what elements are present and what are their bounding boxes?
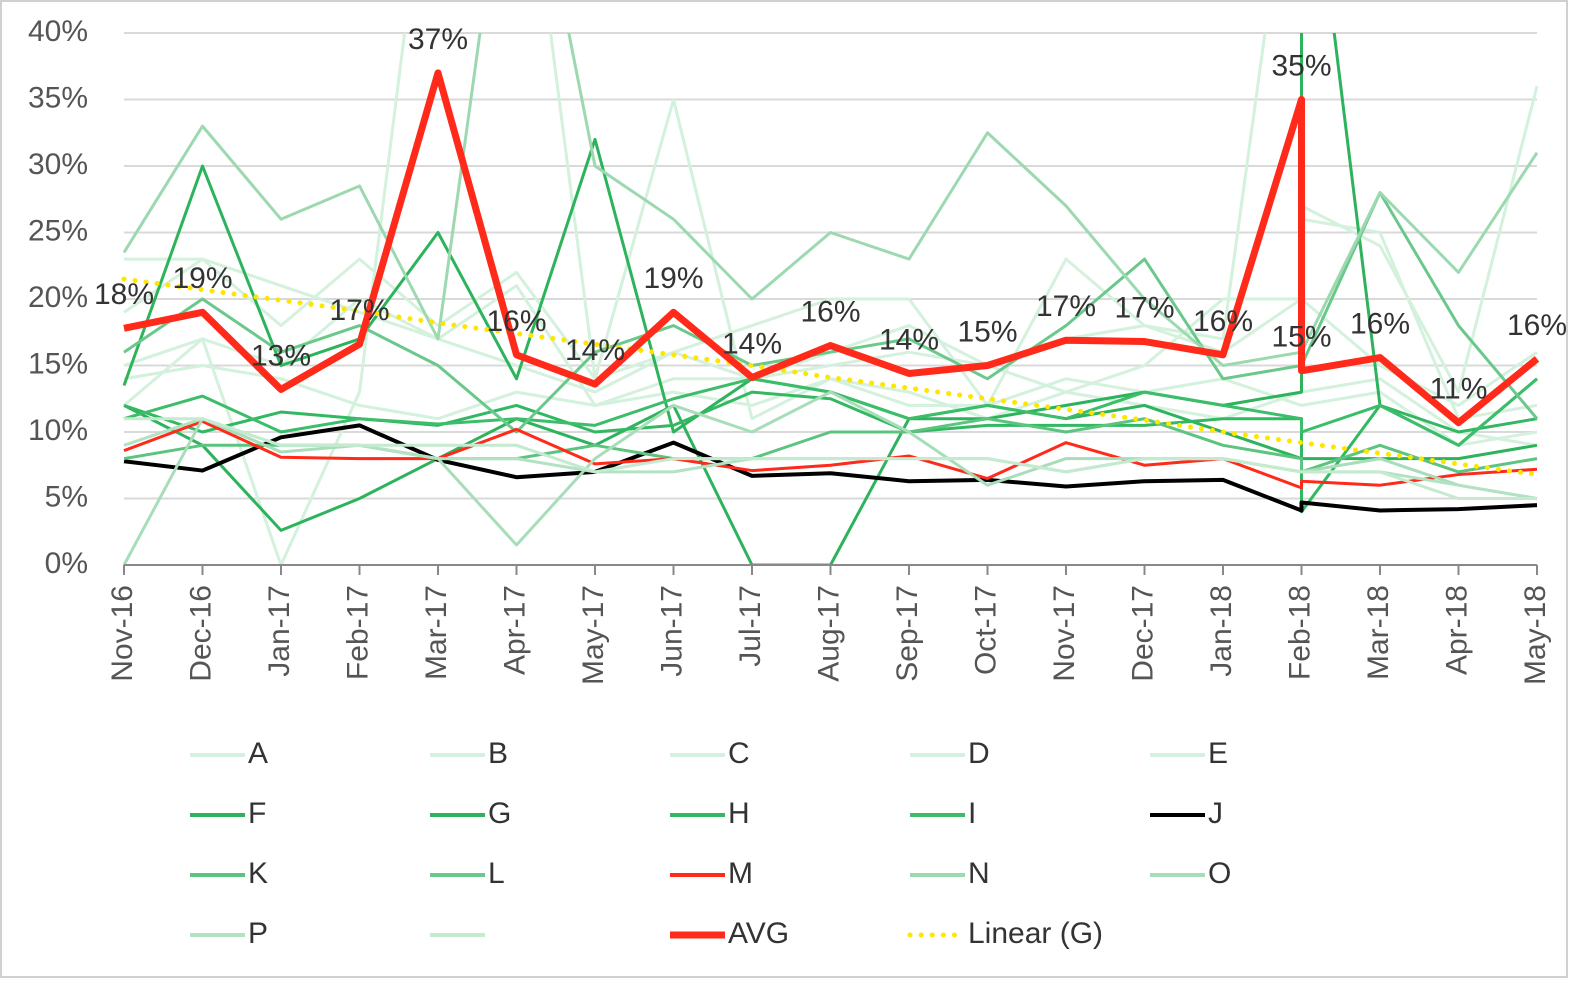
legend-label: L [488,857,505,890]
data-label: 16% [1193,305,1253,338]
data-label: 17% [1114,291,1174,324]
x-tick-label: Jul-17 [734,585,767,667]
x-tick-label: Feb-18 [1283,585,1316,680]
data-label: 17% [1036,290,1096,323]
data-label: 14% [879,323,939,356]
y-tick-label: 35% [28,81,88,114]
data-label: 16% [1507,309,1567,342]
legend-label: D [968,737,990,770]
data-label: 37% [408,23,468,56]
legend-label: Linear (G) [968,917,1103,950]
x-tick-label: Mar-17 [420,585,453,680]
legend-label: M [728,857,753,890]
x-tick-label: Aug-17 [812,585,845,682]
y-tick-label: 20% [28,281,88,314]
legend-label: N [968,857,990,890]
data-label: 17% [329,294,389,327]
series-line [123,419,1538,490]
series-line [124,417,1537,500]
series-line [123,69,1540,427]
y-tick-label: 0% [45,547,88,580]
data-label: 15% [1271,321,1331,354]
y-tick-label: 30% [28,148,88,181]
x-tick-label: Feb-17 [341,585,374,680]
series-line [123,423,1538,513]
y-tick-label: 25% [28,214,88,247]
x-tick-label: Oct-17 [969,585,1002,675]
data-label: 14% [722,327,782,360]
legend-label: F [248,797,266,830]
x-tick-label: Apr-18 [1440,585,1473,675]
series-line [123,377,1538,447]
legend-label: A [248,737,268,770]
x-tick-label: Nov-17 [1048,585,1081,682]
x-tick-label: Apr-17 [498,585,531,675]
legend-label: P [248,917,268,950]
data-label: 16% [1350,307,1410,340]
legend-label: J [1208,797,1223,830]
series-line [121,276,1540,478]
x-tick-label: Dec-17 [1126,585,1159,682]
y-tick-label: 15% [28,347,88,380]
legend-label: C [728,737,750,770]
data-label: 13% [251,339,311,372]
legend-label: I [968,797,976,830]
legend-label: H [728,797,750,830]
legend-label: E [1208,737,1228,770]
data-label: 14% [565,334,625,367]
x-tick-label: May-17 [577,585,610,685]
y-tick-label: 10% [28,414,88,447]
y-tick-label: 5% [45,480,88,513]
legend-label: B [488,737,508,770]
data-label: 35% [1271,49,1331,82]
x-tick-label: Sep-17 [891,585,924,682]
x-tick-label: Dec-16 [184,585,217,682]
legend-label: G [488,797,511,830]
data-label: 18% [94,278,154,311]
data-label: 19% [172,262,232,295]
data-label: 11% [1430,373,1488,406]
data-label: 16% [486,305,546,338]
x-tick-label: Jan-18 [1205,585,1238,677]
x-tick-label: Jun-17 [655,585,688,677]
y-tick-label: 40% [28,15,88,48]
legend-label: K [248,857,268,890]
x-tick-label: Mar-18 [1362,585,1395,680]
chart-border [0,0,1568,978]
x-tick-label: Nov-16 [106,585,139,682]
x-tick-label: May-18 [1519,585,1552,685]
data-label: 19% [643,262,703,295]
data-label: 15% [957,315,1017,348]
data-label: 16% [800,295,860,328]
x-tick-label: Jan-17 [263,585,296,677]
legend-label: O [1208,857,1231,890]
legend-label: AVG [728,917,789,950]
